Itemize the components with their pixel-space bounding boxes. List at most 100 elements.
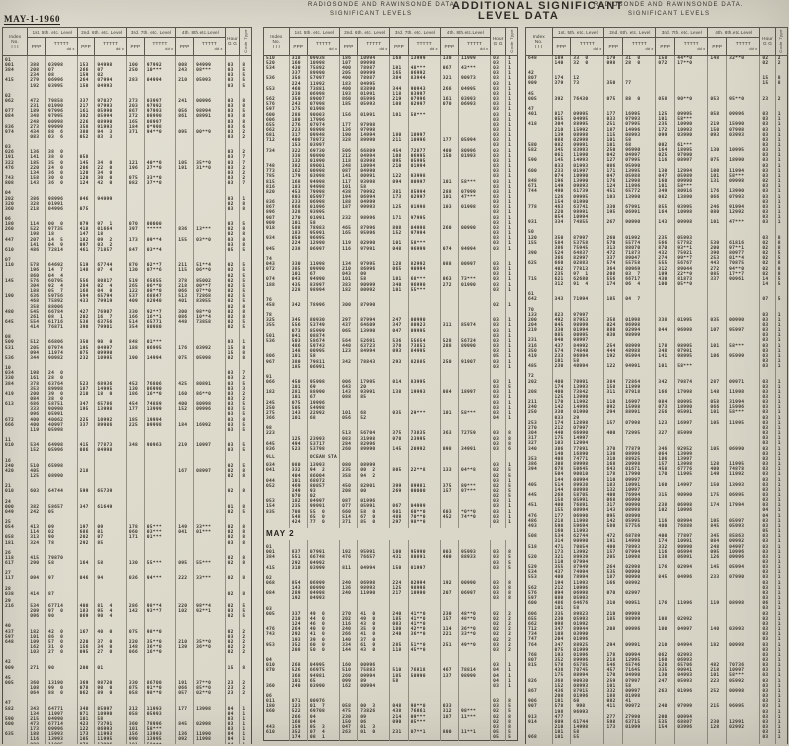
table-row: 304 92 4 284 02 4 265 06**0 218 00**7 02 5	[3, 283, 252, 290]
table-row: 124 46 0 116 43 0 083 41**0 02 2	[264, 622, 518, 628]
table-row: 250 505 54998 03 1	[264, 405, 518, 411]
table-row: 610 352 07 4 263 01 0 231 07**1 800 11**1 05 5	[264, 730, 518, 736]
center-panel-title: RADIOSONDE AND RAWINSONDE DATA.	[308, 2, 458, 8]
table-row: 096 05991 03 5	[3, 412, 252, 418]
table-row: 248 00998 226 08990 165 08997 03 8	[3, 119, 252, 125]
table-row: 038 414 87 02 8	[3, 591, 252, 597]
table-row: 553 400 78994 187 90990 845 04996 233 07990 03 1	[526, 575, 788, 581]
table-row: 292 04992 03 5	[264, 560, 518, 566]
table-row: 196 14 7 148 07 4 130 07**6 115 06**0 02 5	[3, 268, 252, 274]
table-row: 415 279 06996 264 07994 283 04994 210 05993 03 5	[3, 78, 252, 84]
block-number-label: 10	[3, 364, 252, 372]
table-row: 160 11993 05 1	[526, 529, 788, 535]
table-row: 125 08990 02 8	[3, 474, 252, 480]
block-number-label: 04	[264, 656, 518, 664]
table-row: 807 352 89996 218 12995 160 06993 03 1	[526, 657, 788, 664]
table-row: 562 212 10996 03 1	[526, 585, 788, 591]
table-row: 068 854 06999 240 06998 224 02994 192 00990 03 8	[264, 581, 518, 587]
table-row: 041 332 94 2 235 00 2 805 22**8 133 04**8 02 5	[264, 468, 518, 474]
col-header-level2: 2nd. 6th. etc. Level	[603, 27, 657, 39]
spacer-row	[526, 66, 788, 70]
col-header-ttttt: TTTTT dd x	[306, 37, 341, 56]
table-row: 671 149 09893 124 11996 101 58*** 03 1	[526, 184, 788, 190]
table-row: 141 04 9 097 03 2 03 8	[3, 242, 252, 248]
table-row: 476 177 06990 095 08990 04 1	[526, 513, 788, 519]
spacer-row	[264, 525, 518, 529]
col-header-ttttt: TTTTT dd x	[570, 37, 605, 56]
table-row: 061 11990 042 04997 025 97990 03 1	[526, 153, 788, 159]
table-row: 320 328 01991 02 8	[3, 201, 252, 207]
table-row: 384 378 63764 523 68936 452 76806 425 80891 03 5	[3, 381, 252, 387]
table-row: 209 97 0 183 95 4 142 93**7 102 92**1 03 5	[3, 609, 252, 615]
block-number-label: 72	[526, 372, 788, 380]
table-row: 600 473 67714 423 73791 360 78996 845 02998 03 1	[3, 721, 252, 728]
table-row: 330 161 28 0 03 2	[3, 376, 252, 382]
table-row: 486 218 11998 142 05995 116 08994 105 05997 03 1	[526, 518, 788, 524]
block-number-label: 08	[3, 333, 252, 341]
table-row: 108 99 0 078 90 0 075 91**0 066 85**0 23 2	[3, 686, 252, 692]
spacer-row	[264, 421, 518, 425]
table-row: 510 318 09938 186 10994 168 13999 130 11999 03 1	[264, 55, 518, 61]
table-row: 219 330 01994 880 02994 844 96998 107 95997 03 1	[526, 328, 788, 334]
spacer-row	[264, 369, 518, 373]
table-row: 049 242 05 02 5	[3, 509, 252, 515]
table-row: 744 490 61739 451 65772 349 80916 176 13990 03 1	[526, 189, 788, 195]
table-row: 001 837 07991 192 95991 100 95990 003 95993 03 8	[264, 550, 518, 556]
table-row: 909 101 58 03 1	[264, 220, 518, 226]
table-row: 907 578 998 411 90972 240 97999 215 96995 03 1	[526, 704, 788, 710]
table-row: 896 328 93995 03 1	[264, 210, 518, 216]
table-row: 914 609 61744 598 63715 535 68807 230 12991 03 1	[526, 719, 788, 725]
table-row: 625 660 02883 574 55758 555 56767 443 70875 02 8	[526, 261, 788, 267]
table-row: 193 39 0 140 37 0 02 2	[264, 637, 518, 643]
table-row: 764 347 88925 294 09991 210 04994 182 00998 03 1	[526, 642, 788, 648]
table-row: 110 578 64692 519 67744 870 02**7 211 51**4 02 5	[3, 263, 252, 269]
table-row: 077 189 97996 161 05990 867 97993 056 98994 03 5	[3, 109, 252, 115]
table-row: 734 108 03990 03 1	[526, 632, 788, 638]
table-row: 945 238 06997 116 97991 048 96999 074 94994 03 1	[264, 246, 518, 252]
table-row: 238 06998 193 01991 118 03997 03 1	[264, 91, 518, 98]
col-header-index: Index No. I I I	[2, 27, 29, 56]
block-number-label: 61	[526, 290, 788, 298]
table-row: 084 289 04998 240 11990 217 10990 207 06997 03 8	[264, 591, 518, 597]
table-row: 101 58 03 1	[526, 730, 788, 736]
table-row: 054 10994 03 1	[526, 215, 788, 221]
data-panel-right: Index No. I I I 1st. 5th. etc. Level 2nd. …	[525, 27, 788, 744]
block-number-label: 02	[3, 91, 252, 99]
table-row: 154 01990 03 1	[526, 199, 788, 205]
table-row: 655 230 05993 185 98999 108 02992 03 1	[526, 616, 788, 622]
table-row: 005 360 13190 369 98720 330 86700 191 37**0 23 2	[3, 680, 252, 687]
table-row: 304 440 66990 400 72995 327 85999 03 1	[526, 431, 788, 437]
table-row: 803 05997 194 06994 173 02997 101 47*** 03 1	[264, 195, 518, 201]
table-row: 913 477 277 27990 200 00994 03 1	[526, 714, 788, 720]
table-row: 645 554 61716 538 63756 514 65771 448 73858 02 5	[3, 319, 252, 326]
table-row: 712 347 89944 208 09996 180 04997 140 03993 03 1	[526, 627, 788, 633]
table-row: 312 91 4 174 06 4 100 05**0 14 5	[526, 282, 788, 288]
block-number-label: 06	[264, 691, 518, 700]
table-row: 245 075 19996 03 1	[264, 400, 518, 406]
table-row: 044 101 68072 03 1	[264, 478, 518, 484]
table-row: 645 494 53717 284 82996 03 8	[264, 441, 518, 447]
table-row: 534 437 74994 535 90990 03 1	[526, 570, 788, 576]
spacer-row	[264, 570, 518, 574]
block-number-label: 03	[264, 604, 518, 612]
table-row: 148 00995 123 84994 093 84995 03 1	[264, 349, 518, 355]
block-number-label: 25	[3, 517, 252, 526]
col-header-index: Index No. I I I	[525, 27, 553, 56]
table-row: 531 205 07974 195 04997 188 06995 176 03992 15 8	[3, 345, 252, 351]
col-header-ttttt: TTTTT dd x	[45, 37, 78, 56]
table-row: 153 03997 03 1	[264, 143, 518, 149]
table-row: 520 321 89939 205 10998 138 06991 126 09996 03 1	[526, 554, 788, 560]
table-row: 536 358 57997 400 78987 384 83944 321 90973 03 1	[264, 76, 518, 82]
table-row: 210 15992 187 14996 172 10993 150 07998 03 1	[526, 127, 788, 133]
significant-levels-table-center: Index No. I I I 1st. 5th. etc. Level 2nd. …	[263, 27, 518, 742]
block-number-label: 26	[3, 548, 252, 556]
table-row: 183 95991 165 95996 152 97994 03 1	[264, 231, 518, 237]
table-row: 084 348 97995 302 05994 272 08990 861 08991 03 8	[3, 114, 252, 120]
spacer-row	[526, 86, 788, 90]
table-row: 152 08993 101 58 03 1	[526, 683, 788, 689]
table-row: 485 230 40994 122 94991 101 58*** 03 1	[526, 364, 788, 370]
table-row: 468 75892 433 79919 409 82940 401 83955 02 5	[3, 299, 252, 305]
table-row: 043 330 11998 134 97995 128 82992 088 00997 03 1	[264, 261, 518, 268]
table-row: 101 58 03 1	[526, 606, 788, 612]
table-row: 210 44 0 202 49 0 185 41**0 157 48**0 02 2	[264, 616, 518, 623]
